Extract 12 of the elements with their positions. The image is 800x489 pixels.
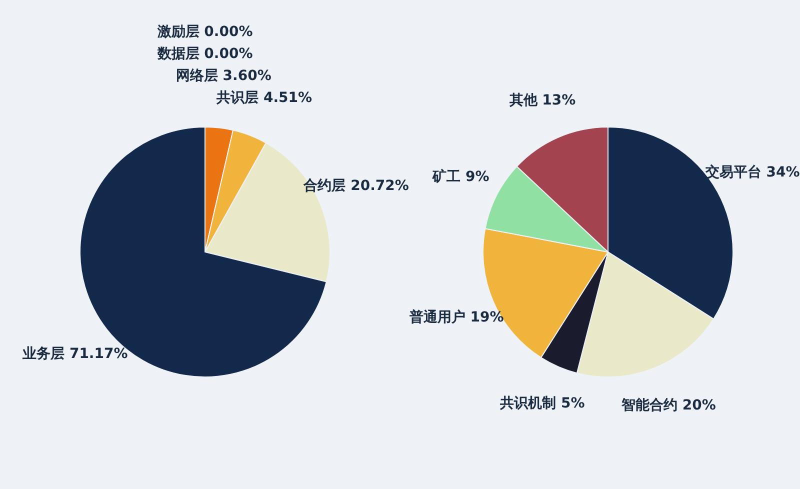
slice-label: 交易平台 34% <box>704 164 800 181</box>
slice-label: 共识机制 5% <box>499 395 585 412</box>
slice-label: 合约层 20.72% <box>302 178 409 194</box>
slice-label: 智能合约 20% <box>620 397 716 414</box>
slice-label: 矿工 9% <box>432 168 490 186</box>
category-label: 数据层 0.00% <box>157 46 253 62</box>
slice-label: 共识层 4.51% <box>216 90 312 106</box>
slice-label: 业务层 71.17% <box>22 346 128 362</box>
slice-label: 其他 13% <box>508 92 576 109</box>
category-label: 激励层 0.00% <box>157 24 253 40</box>
slice-label: 网络层 3.60% <box>176 68 272 84</box>
slice-label: 普通用户 19% <box>408 308 504 326</box>
